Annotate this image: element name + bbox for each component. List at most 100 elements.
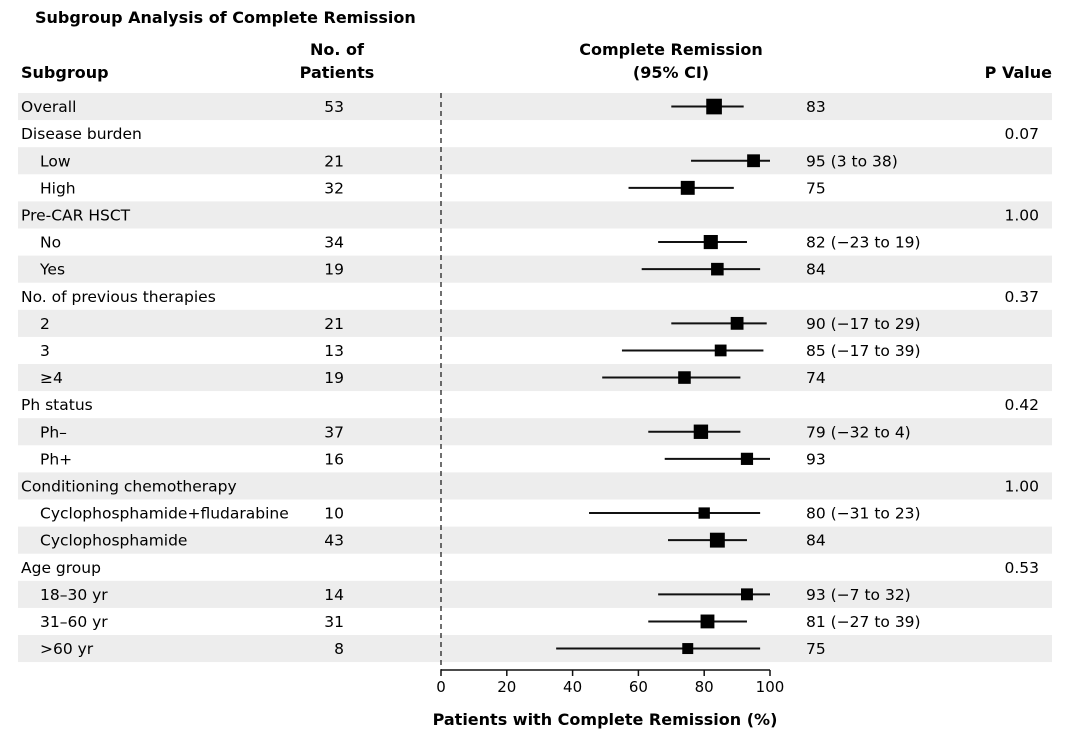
point-estimate [747, 154, 760, 168]
estimate-text: 81 (−27 to 39) [806, 613, 921, 631]
patients-count: 21 [324, 315, 344, 333]
patients-count: 53 [324, 98, 344, 116]
row-band [18, 255, 1052, 283]
row-label: Conditioning chemotherapy [21, 477, 237, 495]
row-label: Cyclophosphamide+fludarabine [40, 505, 289, 523]
estimate-text: 93 [806, 450, 826, 468]
point-estimate [700, 614, 715, 629]
x-tick-label: 0 [436, 678, 446, 696]
table-row: Disease burden 0.07 [21, 125, 1039, 143]
x-tick-label: 40 [563, 678, 582, 696]
row-label: Ph– [40, 423, 67, 441]
patients-count: 14 [324, 586, 344, 604]
row-band [18, 635, 1052, 663]
row-label: Cyclophosphamide [40, 532, 187, 550]
row-label: No [40, 234, 61, 252]
x-tick-label: 80 [695, 678, 714, 696]
row-label: Low [40, 152, 71, 170]
row-label: Ph+ [40, 450, 72, 468]
row-label: 3 [40, 342, 50, 360]
p-value: 1.00 [1004, 206, 1039, 224]
point-estimate [693, 424, 709, 439]
estimate-text: 84 [806, 261, 826, 279]
point-estimate [711, 262, 724, 276]
row-label: Ph status [21, 396, 93, 414]
patients-count: 21 [324, 152, 344, 170]
row-label: Age group [21, 559, 101, 577]
row-band [18, 418, 1052, 446]
table-row: 3 13 85 (−17 to 39) [40, 342, 921, 360]
patients-count: 16 [324, 450, 344, 468]
point-estimate [678, 371, 691, 384]
x-axis-label: Patients with Complete Remission (%) [433, 710, 778, 729]
table-row: Low 21 95 (3 to 38) [40, 152, 898, 170]
patients-count: 37 [324, 423, 344, 441]
patients-count: 34 [324, 234, 344, 252]
row-band [18, 580, 1052, 608]
row-band [18, 472, 1052, 500]
row-label: 2 [40, 315, 50, 333]
x-axis: 0 20 40 60 80 100 [436, 669, 785, 696]
table-row: Ph status 0.42 [21, 396, 1039, 414]
row-label: >60 yr [40, 640, 94, 658]
table-row: Ph– 37 79 (−32 to 4) [40, 423, 911, 441]
patients-count: 19 [324, 369, 344, 387]
row-bands [18, 93, 1052, 663]
estimate-text: 80 (−31 to 23) [806, 505, 921, 523]
table-row: High 32 75 [40, 179, 826, 197]
chart-title: Subgroup Analysis of Complete Remission [35, 8, 416, 27]
row-band [18, 364, 1052, 392]
table-row: Pre-CAR HSCT 1.00 [21, 206, 1039, 224]
table-row: 18–30 yr 14 93 (−7 to 32) [40, 586, 911, 604]
point-estimate [706, 98, 722, 115]
table-row: Age group 0.53 [21, 559, 1039, 577]
patients-count: 43 [324, 532, 344, 550]
row-band [18, 93, 1052, 121]
estimate-text: 74 [806, 369, 826, 387]
row-label: Disease burden [21, 125, 142, 143]
row-label: Yes [39, 261, 65, 279]
patients-count: 8 [334, 640, 344, 658]
row-label: Pre-CAR HSCT [21, 206, 131, 224]
patients-count: 13 [324, 342, 344, 360]
p-value: 0.53 [1004, 559, 1039, 577]
row-band [18, 147, 1052, 175]
patients-count: 32 [324, 179, 344, 197]
table-row: Yes 19 84 [39, 261, 826, 279]
estimate-column-header-line1: Complete Remission [579, 40, 763, 59]
patients-column-header-line2: Patients [300, 63, 375, 82]
table-row: Overall 53 83 [21, 98, 826, 116]
row-label: ≥4 [40, 369, 63, 387]
table-row: >60 yr 8 75 [40, 640, 826, 658]
p-value: 0.37 [1004, 288, 1039, 306]
patients-column-header-line1: No. of [310, 40, 365, 59]
patients-count: 31 [324, 613, 344, 631]
table-row: No 34 82 (−23 to 19) [40, 234, 921, 252]
p-value: 0.42 [1004, 396, 1039, 414]
estimate-text: 84 [806, 532, 826, 550]
table-row: 31–60 yr 31 81 (−27 to 39) [40, 613, 921, 631]
row-band [18, 526, 1052, 554]
x-tick-label: 100 [756, 678, 785, 696]
row-label: High [40, 179, 76, 197]
estimate-text: 75 [806, 179, 826, 197]
x-tick-label: 60 [629, 678, 648, 696]
point-estimate [741, 588, 753, 601]
row-label: 18–30 yr [40, 586, 108, 604]
estimate-text: 93 (−7 to 32) [806, 586, 911, 604]
point-estimate [709, 532, 725, 548]
row-label: No. of previous therapies [21, 288, 216, 306]
estimate-text: 83 [806, 98, 826, 116]
patients-count: 19 [324, 261, 344, 279]
row-label: 31–60 yr [40, 613, 108, 631]
estimate-text: 75 [806, 640, 826, 658]
p-value-column-header: P Value [985, 63, 1052, 82]
table-row: Conditioning chemotherapy 1.00 [21, 477, 1039, 495]
point-estimate [703, 234, 718, 250]
table-row: Cyclophosphamide 43 84 [40, 532, 826, 550]
table-row: ≥4 19 74 [40, 369, 826, 387]
estimate-text: 82 (−23 to 19) [806, 234, 921, 252]
point-estimate [740, 452, 754, 465]
